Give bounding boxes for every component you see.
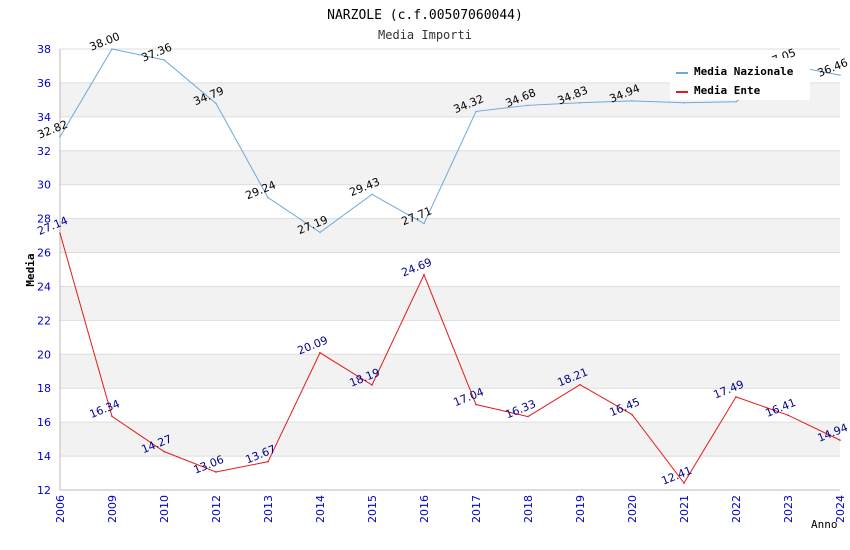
data-point <box>839 74 841 76</box>
x-tick-label: 2022 <box>730 495 743 523</box>
data-point <box>631 100 633 102</box>
data-label: 12.41 <box>660 464 694 488</box>
data-point <box>111 48 113 50</box>
data-point <box>267 196 269 199</box>
data-point <box>527 415 529 418</box>
data-label: 24.69 <box>400 256 434 280</box>
data-point <box>423 273 425 276</box>
data-point <box>683 101 685 104</box>
y-tick-label: 34 <box>37 111 51 124</box>
data-point <box>163 59 165 61</box>
x-axis-label: Anno <box>811 518 838 531</box>
data-point <box>475 403 477 406</box>
data-point <box>631 413 633 416</box>
x-tick-label: 2014 <box>314 495 327 523</box>
y-tick-label: 30 <box>37 179 51 192</box>
data-point <box>319 231 321 234</box>
data-point <box>163 450 165 453</box>
data-point <box>423 222 425 225</box>
data-point <box>267 460 269 463</box>
y-tick-label: 22 <box>37 314 51 327</box>
data-point <box>475 110 477 113</box>
data-point <box>527 104 529 107</box>
x-tick-label: 2019 <box>574 495 587 523</box>
x-tick-label: 2017 <box>470 495 483 523</box>
y-tick-label: 28 <box>37 213 51 226</box>
grid-band <box>60 422 840 457</box>
data-point <box>371 193 373 196</box>
grid-band <box>60 354 840 389</box>
grid-band <box>60 218 840 253</box>
data-point <box>371 384 373 386</box>
x-tick-label: 2024 <box>834 495 847 523</box>
series-layer <box>59 48 841 484</box>
data-label: 16.33 <box>504 397 538 421</box>
series-line-media-ente <box>59 233 841 484</box>
data-point <box>735 100 737 103</box>
x-tick-label: 2018 <box>522 495 535 523</box>
x-tick-label: 2013 <box>262 495 275 523</box>
y-tick-label: 38 <box>37 43 51 56</box>
y-tick-label: 16 <box>37 416 51 429</box>
data-point <box>59 136 61 138</box>
data-point <box>59 232 61 235</box>
data-label: 16.45 <box>608 395 642 419</box>
data-point <box>579 101 581 104</box>
data-label: 37.36 <box>140 41 174 65</box>
x-tick-label: 2021 <box>678 495 691 523</box>
data-point <box>215 102 217 105</box>
x-tick-label: 2010 <box>158 495 171 523</box>
x-tick-label: 2016 <box>418 495 431 523</box>
data-label: 16.34 <box>88 397 122 421</box>
data-point <box>735 396 737 398</box>
y-tick-label: 24 <box>37 280 51 293</box>
y-tick-label: 20 <box>37 348 51 361</box>
y-tick-label: 32 <box>37 145 51 158</box>
x-tick-label: 2012 <box>210 495 223 523</box>
y-tick-label: 36 <box>37 77 51 90</box>
data-point <box>579 383 581 386</box>
x-tick-label: 2006 <box>54 495 67 523</box>
y-tick-label: 18 <box>37 382 51 395</box>
chart-subtitle: Media Importi <box>378 28 472 42</box>
data-point <box>683 482 685 484</box>
y-tick-label: 14 <box>37 450 51 463</box>
data-point <box>319 351 321 354</box>
x-tick-label: 2020 <box>626 495 639 523</box>
data-label: 36.46 <box>816 56 850 80</box>
chart-title: NARZOLE (c.f.00507060044) <box>327 8 523 23</box>
y-tick-label: 26 <box>37 247 51 260</box>
y-axis-label: Media <box>24 253 37 286</box>
legend-label-media-ente: Media Ente <box>694 84 761 97</box>
data-point <box>787 414 789 416</box>
background-bands <box>60 82 840 457</box>
x-tick-label: 2023 <box>782 495 795 523</box>
legend-label-media-nazionale: Media Nazionale <box>694 65 794 78</box>
x-tick-label: 2009 <box>106 495 119 523</box>
data-point <box>215 471 217 473</box>
grid-band <box>60 286 840 321</box>
y-tick-label: 12 <box>37 484 51 497</box>
data-label: 16.41 <box>764 396 798 420</box>
data-point <box>111 415 113 418</box>
data-point <box>839 439 841 441</box>
legend: Media Nazionale Media Ente <box>670 58 810 100</box>
y-axis-ticks: 12 14 16 18 20 22 24 26 28 30 32 34 36 38 <box>37 43 51 497</box>
gridlines <box>60 48 840 491</box>
x-tick-label: 2015 <box>366 495 379 523</box>
x-axis-ticks: 2006 2009 2010 2012 2013 2014 2015 2016 2017 2018… <box>54 495 847 523</box>
series-line-media-nazionale <box>59 48 841 233</box>
legend-box <box>670 58 810 100</box>
